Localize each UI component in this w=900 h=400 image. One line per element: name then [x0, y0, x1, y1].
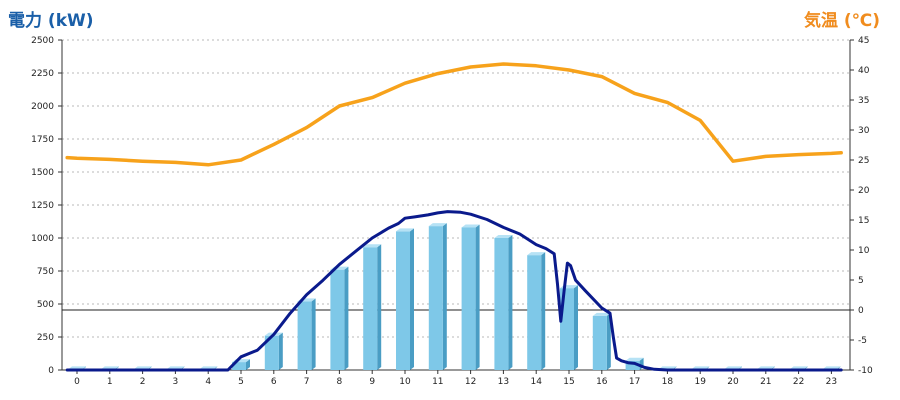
x-tick-label: 2: [140, 377, 146, 387]
bar: [297, 301, 312, 370]
x-tick-label: 20: [727, 377, 739, 387]
x-tick-label: 3: [173, 377, 179, 387]
left-tick-label: 250: [37, 333, 54, 343]
right-tick-label: -10: [858, 366, 873, 376]
x-tick-label: 0: [74, 377, 80, 387]
x-tick-label: 16: [596, 377, 608, 387]
left-tick-label: 500: [37, 300, 54, 310]
bar-side: [246, 359, 250, 370]
left-tick-label: 1750: [31, 135, 54, 145]
x-tick-label: 5: [238, 377, 244, 387]
x-tick-label: 7: [304, 377, 310, 387]
right-tick-label: 5: [858, 276, 864, 286]
x-tick-label: 21: [760, 377, 771, 387]
left-tick-label: 2250: [31, 69, 54, 79]
x-tick-label: 18: [662, 377, 674, 387]
right-tick-label: -5: [858, 336, 867, 346]
left-tick-label: 2000: [31, 102, 54, 112]
x-tick-label: 11: [432, 377, 443, 387]
bar-side: [278, 332, 283, 370]
bar-top: [461, 224, 480, 228]
bar-top: [527, 252, 546, 256]
x-tick-label: 6: [271, 377, 277, 387]
bar-top: [625, 357, 644, 361]
bar-top: [363, 244, 382, 248]
bar-top: [396, 228, 414, 232]
bar-top: [428, 223, 447, 227]
right-tick-label: 20: [858, 186, 870, 196]
x-tick-label: 4: [205, 377, 211, 387]
bar-side: [606, 312, 611, 370]
bar: [494, 238, 509, 370]
right-tick-label: 40: [858, 66, 870, 76]
left-tick-label: 750: [37, 267, 54, 277]
x-tick-label: 9: [369, 377, 375, 387]
left-tick-label: 1000: [31, 234, 54, 244]
x-tick-label: 1: [107, 377, 113, 387]
bar-side: [508, 235, 513, 370]
right-tick-label: 10: [858, 246, 870, 256]
x-tick-label: 12: [465, 377, 476, 387]
right-tick-label: 0: [858, 306, 864, 316]
left-tick-label: 1250: [31, 201, 54, 211]
bar: [330, 269, 345, 370]
bar: [428, 226, 443, 370]
bar: [232, 362, 246, 370]
bar-side: [344, 266, 349, 370]
left-tick-label: 1500: [31, 168, 54, 178]
bar: [592, 315, 607, 370]
bar: [396, 231, 410, 370]
bar-side: [410, 228, 414, 370]
x-tick-label: 14: [530, 377, 542, 387]
bar-side: [541, 252, 546, 370]
bar-side: [574, 285, 578, 370]
left-tick-label: 0: [48, 366, 54, 376]
right-tick-label: 45: [858, 36, 869, 46]
bar-side: [311, 298, 316, 370]
bar: [363, 247, 378, 370]
x-tick-label: 15: [563, 377, 574, 387]
bar-side: [377, 244, 382, 370]
right-axis-title: 気温 (℃): [803, 11, 880, 31]
bar: [625, 360, 640, 370]
left-axis-title: 電力 (kW): [8, 11, 94, 31]
temperature-line: [65, 62, 843, 167]
x-tick-label: 23: [826, 377, 837, 387]
right-tick-label: 25: [858, 156, 869, 166]
x-tick-label: 10: [399, 377, 411, 387]
right-tick-label: 15: [858, 216, 869, 226]
bar-top: [494, 235, 513, 238]
power-line: [65, 210, 843, 372]
x-tick-label: 13: [498, 377, 509, 387]
bar: [461, 227, 476, 370]
right-tick-label: 30: [858, 126, 870, 136]
left-tick-label: 2500: [31, 36, 54, 46]
x-tick-label: 19: [694, 377, 706, 387]
right-tick-label: 35: [858, 96, 869, 106]
bar-side: [475, 224, 480, 370]
bar-side: [442, 223, 447, 370]
x-tick-label: 17: [629, 377, 640, 387]
x-tick-label: 22: [793, 377, 804, 387]
bar-top: [592, 312, 611, 316]
bar: [527, 255, 542, 370]
bar: [264, 335, 279, 370]
x-tick-label: 8: [337, 377, 343, 387]
